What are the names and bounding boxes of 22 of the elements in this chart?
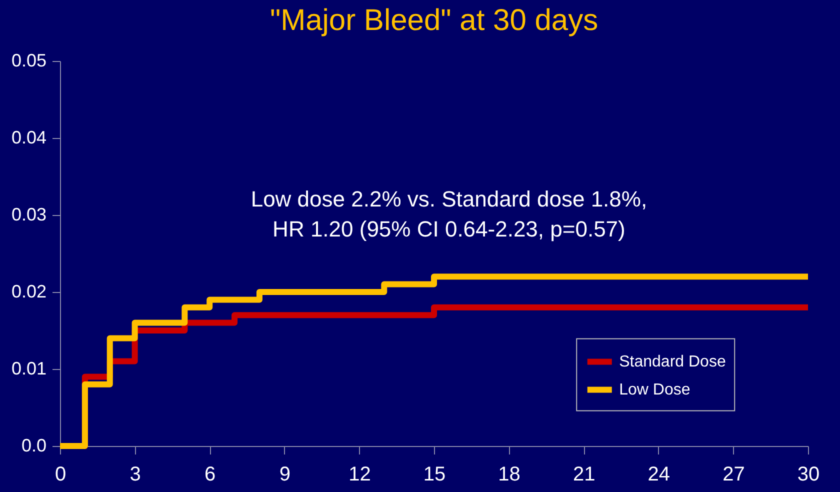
legend-label: Low Dose — [619, 382, 690, 399]
x-tick-label: 24 — [648, 464, 670, 486]
x-tick-label: 9 — [279, 464, 290, 486]
x-tick-label: 18 — [498, 464, 520, 486]
x-tick-label: 27 — [722, 464, 745, 486]
x-tick-label: 15 — [423, 464, 446, 486]
annotation: Low dose 2.2% vs. Standard dose 1.8%, — [250, 186, 648, 212]
x-tick-label: 3 — [130, 464, 141, 486]
y-tick-label: 0.02 — [11, 282, 46, 302]
x-tick-label: 30 — [797, 464, 820, 486]
annotation: HR 1.20 (95% CI 0.64-2.23, p=0.57) — [272, 216, 626, 242]
y-tick-label: 0.05 — [11, 50, 46, 70]
y-tick-label: 0.01 — [11, 358, 46, 378]
y-tick-label: 0.0 — [21, 436, 46, 456]
x-tick-label: 0 — [54, 464, 66, 486]
chart-title: "Major Bleed" at 30 days — [270, 4, 598, 37]
y-tick-label: 0.03 — [11, 204, 46, 224]
x-tick-label: 6 — [204, 464, 216, 486]
y-tick-label: 0.04 — [11, 128, 46, 148]
x-tick-label: 12 — [348, 464, 371, 486]
x-tick-label: 21 — [572, 464, 596, 486]
legend-label: Standard Dose — [619, 354, 726, 371]
